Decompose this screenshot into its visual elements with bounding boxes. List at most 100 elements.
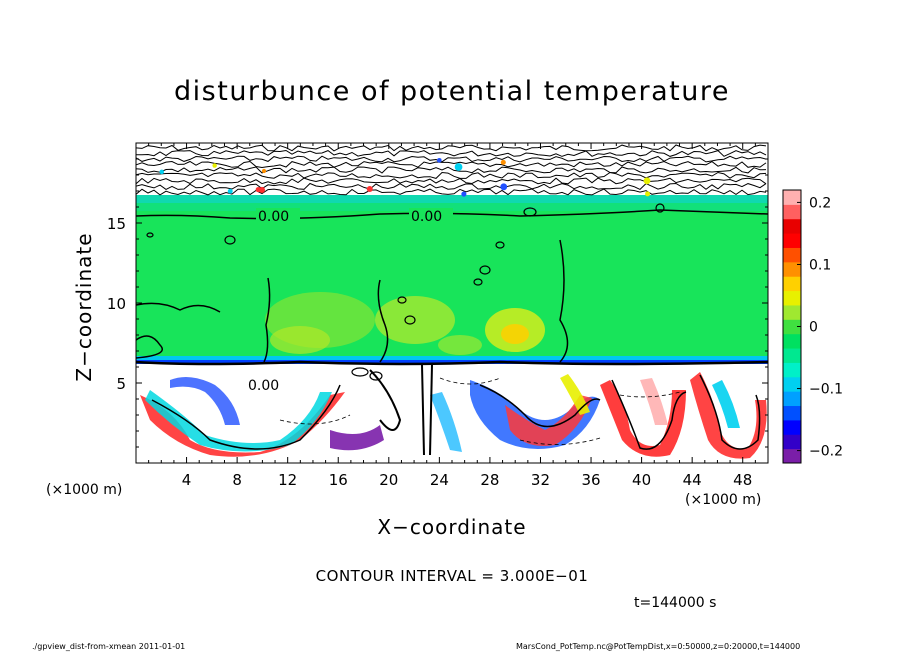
- dashed-contour: [519, 437, 601, 445]
- contour-loop: [404, 315, 416, 325]
- x-tick-label: 12: [278, 471, 297, 489]
- colorbar-tick-label: 0.1: [809, 257, 831, 273]
- color-speck: [227, 188, 233, 194]
- contour-loop: [351, 367, 369, 377]
- contour-line: [136, 144, 767, 152]
- x-tick-label: 28: [480, 471, 499, 489]
- time-stamp: t=144000 s: [634, 595, 717, 611]
- colorbar-swatch: [783, 448, 801, 464]
- color-speck: [212, 163, 217, 168]
- dashed-contour: [439, 377, 501, 385]
- warm-patch: [501, 324, 529, 344]
- contour-loop: [479, 265, 491, 275]
- x-tick-label: 8: [232, 471, 242, 489]
- plume: [712, 380, 740, 428]
- footer-source: MarsCond_PotTemp.nc@PotTempDist,x=0:5000…: [516, 642, 801, 651]
- x-tick-label: 40: [632, 471, 651, 489]
- colorbar-swatch: [783, 233, 801, 248]
- color-speck: [436, 157, 442, 163]
- contour-line: [421, 364, 433, 456]
- contour-label: 0.00: [258, 209, 289, 225]
- footer-command: ./gpview_dist-from-xmean 2011-01-01: [32, 642, 186, 651]
- interface-band: [136, 356, 768, 362]
- colorbar-swatch: [783, 319, 801, 335]
- colorbar-swatch: [783, 376, 801, 392]
- colorbar-swatch: [783, 419, 801, 435]
- color-speck: [159, 169, 165, 175]
- contour-loop: [495, 241, 505, 249]
- x-tick-label: 24: [430, 471, 449, 489]
- contour-loop: [224, 235, 236, 245]
- colorbar-swatch: [783, 276, 801, 292]
- color-speck: [500, 159, 506, 165]
- plume: [145, 390, 332, 452]
- contour-line: [377, 279, 389, 363]
- colorbar: 0.2 0.1 0 −0.1 −0.2: [782, 189, 843, 464]
- contour-label-bg: [409, 208, 453, 224]
- contour-line: [559, 239, 569, 363]
- colorbar-swatch: [783, 405, 801, 421]
- x-tick-label: 44: [683, 471, 702, 489]
- contour-line: [136, 155, 767, 163]
- colorbar-swatch: [783, 434, 801, 450]
- color-speck: [645, 191, 651, 197]
- top-contour-noise: [136, 144, 767, 197]
- dashed-contour: [279, 414, 351, 425]
- contour-line: [136, 335, 163, 359]
- color-speck: [643, 177, 651, 185]
- colorbar-swatch: [783, 218, 801, 234]
- x-tick-label: 32: [531, 471, 550, 489]
- warm-patch: [438, 335, 482, 355]
- plume: [560, 374, 590, 415]
- colorbar-tick-label: −0.2: [809, 444, 843, 460]
- colorbar-tick-label: 0: [809, 320, 818, 336]
- contour-loop: [473, 278, 483, 286]
- plume: [640, 378, 668, 425]
- contour-line: [369, 369, 402, 431]
- field-upper-band: [136, 195, 768, 203]
- chart-title: disturbunce of potential temperature: [174, 76, 730, 107]
- color-speck: [366, 186, 373, 193]
- colorbar-swatch: [783, 333, 801, 349]
- colorbar-swatch: [783, 204, 801, 220]
- contour-line: [151, 384, 341, 450]
- colorbar-swatch: [783, 247, 801, 263]
- colorbar-swatch: [783, 304, 801, 320]
- colorbar-swatch: [783, 391, 801, 407]
- x-tick-label: 4: [182, 471, 192, 489]
- contour-interval-note: CONTOUR INTERVAL = 3.000E−01: [315, 567, 589, 585]
- field-upper-band-2: [136, 203, 768, 211]
- plume: [430, 392, 462, 452]
- contour-line: [136, 149, 767, 157]
- contour-line: [479, 384, 601, 428]
- contour-loop: [146, 232, 154, 238]
- contour-line: [263, 277, 271, 363]
- x-axis-unit-right: (×1000 m): [685, 492, 762, 508]
- colorbar-tick-label: 0.2: [809, 195, 831, 211]
- y-tick-label: 5: [116, 375, 126, 393]
- contour-loops: [146, 203, 665, 381]
- contour-line: [136, 171, 767, 179]
- contour-loop: [397, 296, 407, 304]
- contour-line: [136, 360, 768, 366]
- y-tick-label: 15: [107, 215, 126, 233]
- color-speck: [258, 186, 266, 194]
- contour-label: 0.00: [248, 378, 279, 394]
- plume: [330, 425, 384, 451]
- plume: [505, 395, 592, 446]
- plume: [170, 376, 240, 425]
- heatmap-field: [136, 143, 768, 463]
- negative-contours: [279, 377, 681, 445]
- contour-line: [136, 182, 767, 190]
- colorbar-swatch: [783, 348, 801, 363]
- contour-label-bg: [246, 377, 290, 393]
- x-tick-label: 16: [329, 471, 348, 489]
- colorbar-swatch: [783, 290, 801, 306]
- x-axis-label: X−coordinate: [377, 515, 527, 539]
- warm-patch: [270, 326, 330, 354]
- color-speck: [461, 191, 467, 197]
- color-speck: [454, 163, 463, 171]
- x-axis-ticks: 4 8 12 16 20 24 28 32 36 40 44 48: [148, 143, 756, 489]
- color-speck: [500, 183, 508, 191]
